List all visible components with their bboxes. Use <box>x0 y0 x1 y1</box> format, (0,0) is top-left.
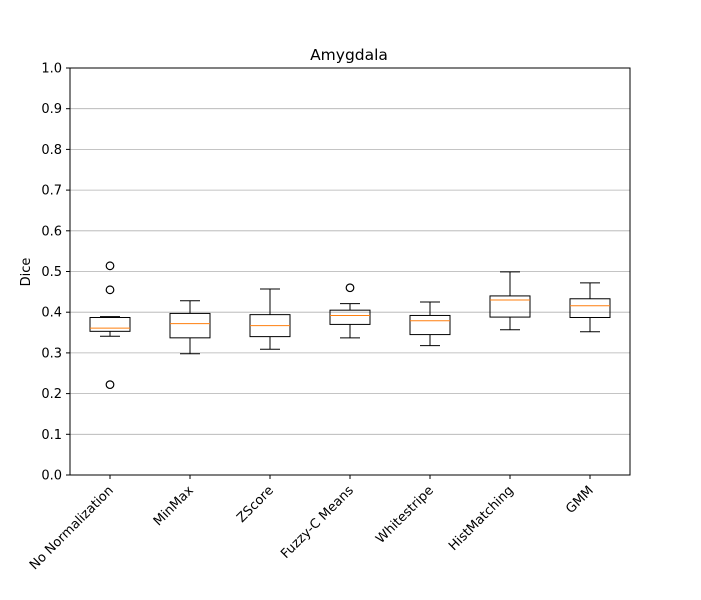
iqr-box <box>569 298 611 318</box>
y-tick-label: 0.8 <box>41 143 62 158</box>
iqr-box <box>169 312 211 339</box>
box-group <box>249 288 291 350</box>
y-tick-label: 0.7 <box>41 184 62 199</box>
iqr-box <box>489 295 531 318</box>
outlier-point <box>105 261 115 271</box>
y-tick-label: 0.4 <box>41 306 62 321</box>
box-group <box>329 283 371 339</box>
y-axis-label: Dice <box>19 258 34 287</box>
y-tick-label: 0.5 <box>41 265 62 280</box>
y-tick-label: 1.0 <box>41 62 62 77</box>
iqr-box <box>329 309 371 325</box>
box-group <box>89 261 131 390</box>
iqr-box <box>409 314 451 336</box>
outlier-point <box>345 283 355 293</box>
y-tick-label: 0.0 <box>41 469 62 484</box>
y-tick-label: 0.3 <box>41 346 62 361</box>
box-group <box>489 271 531 331</box>
y-tick-label: 0.9 <box>41 102 62 117</box>
chart-title: Amygdala <box>310 46 388 64</box>
box-group <box>409 301 451 347</box>
box-group <box>169 300 211 355</box>
iqr-box <box>89 316 131 332</box>
grid-lines <box>70 108 630 435</box>
outlier-point <box>105 285 115 295</box>
boxes <box>89 261 611 390</box>
outlier-point <box>105 380 115 390</box>
box-group <box>569 282 611 333</box>
y-tick-label: 0.1 <box>41 428 62 443</box>
y-tick-label: 0.6 <box>41 224 62 239</box>
y-tick-label: 0.2 <box>41 387 62 402</box>
